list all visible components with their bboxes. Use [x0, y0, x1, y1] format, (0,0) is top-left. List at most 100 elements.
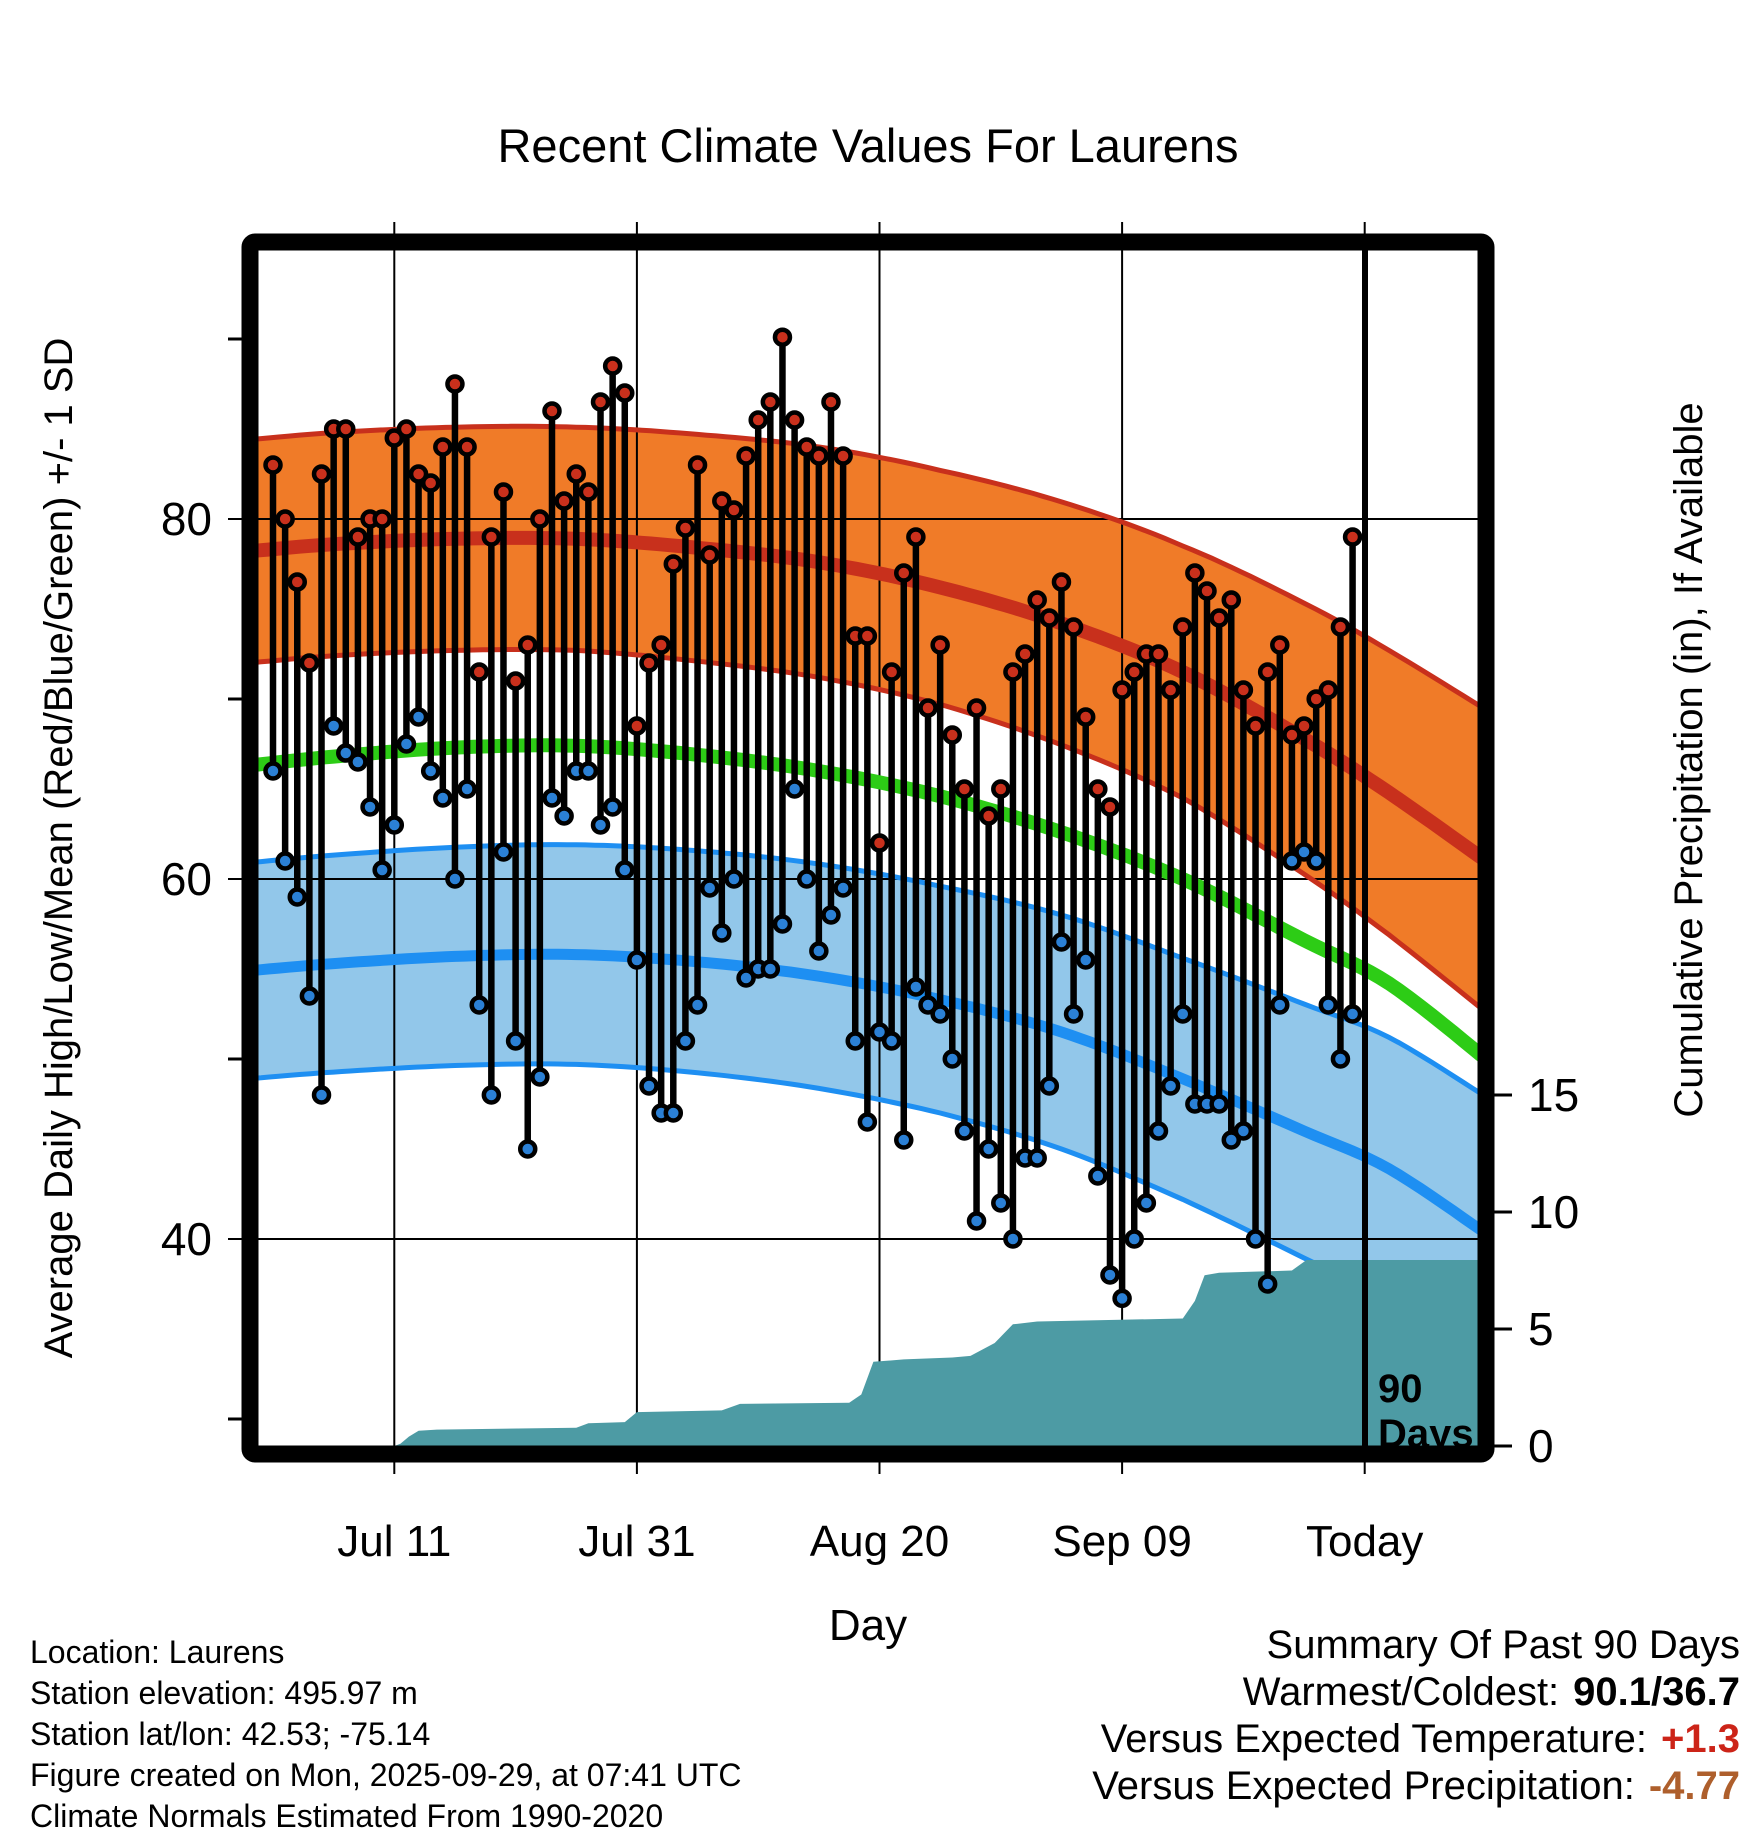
- low-dot-Jul 21: [505, 1031, 526, 1051]
- high-dot-Aug 25: [930, 635, 950, 655]
- high-dot-Sep 25: [1306, 689, 1326, 709]
- high-dot-Aug 27: [954, 779, 975, 799]
- low-dot-Jul 16: [445, 869, 465, 889]
- low-dot-Sep 4: [1051, 932, 1072, 952]
- low-dot-Sep 18: [1221, 1130, 1242, 1150]
- y-right-tick-label-5: 5: [1528, 1303, 1554, 1355]
- high-dot-Jul 28: [590, 392, 611, 412]
- high-dot-Aug 11: [760, 392, 781, 412]
- low-dot-Aug 13: [784, 779, 805, 799]
- high-dot-Jul 11: [384, 428, 405, 448]
- low-dot-Sep 11: [1136, 1193, 1157, 1213]
- low-dot-Jul 30: [615, 860, 635, 880]
- high-dot-Sep 18: [1221, 590, 1242, 610]
- low-dot-Sep 19: [1233, 1121, 1254, 1141]
- y-left-tick-label-80: 80: [161, 493, 212, 545]
- low-dot-Aug 5: [687, 995, 708, 1015]
- low-dot-Aug 19: [857, 1112, 878, 1132]
- low-dot-Jul 15: [433, 788, 453, 808]
- high-dot-Jul 1: [263, 455, 283, 475]
- high-dot-Jul 19: [481, 527, 502, 547]
- high-dot-Aug 22: [894, 563, 914, 583]
- high-dot-Sep 9: [1112, 680, 1132, 700]
- y-right-axis-title: Cumulative Precipitation (in), If Availa…: [1667, 402, 1711, 1117]
- low-dot-Sep 3: [1039, 1076, 1060, 1096]
- high-dot-Sep 2: [1027, 590, 1047, 610]
- low-dot-Sep 8: [1100, 1265, 1120, 1285]
- high-dot-Jul 24: [542, 401, 562, 421]
- summary-warmest-row: Warmest/Coldest: 90.1/36.7: [1092, 1669, 1740, 1716]
- summary-temp-row: Versus Expected Temperature: +1.3: [1092, 1716, 1740, 1763]
- low-dot-Sep 20: [1245, 1229, 1266, 1249]
- low-dot-Aug 31: [1003, 1229, 1023, 1249]
- high-dot-Aug 8: [724, 500, 744, 520]
- low-dot-Aug 29: [978, 1139, 999, 1159]
- low-dot-Jul 28: [590, 815, 611, 835]
- high-dot-Sep 12: [1148, 644, 1169, 664]
- low-dot-Aug 12: [772, 914, 793, 934]
- high-dot-Aug 16: [821, 392, 841, 412]
- station-info-block: Location: Laurens Station elevation: 495…: [30, 1632, 742, 1837]
- low-dot-Jul 25: [554, 806, 574, 826]
- low-dot-Aug 15: [809, 941, 829, 961]
- low-dot-Sep 21: [1257, 1274, 1278, 1294]
- low-dot-Jul 12: [396, 734, 417, 754]
- low-dot-Jul 22: [517, 1139, 538, 1159]
- low-dot-Aug 20: [869, 1022, 890, 1042]
- low-dot-Sep 24: [1294, 842, 1314, 862]
- high-dot-Jul 10: [372, 509, 392, 529]
- low-dot-Sep 23: [1282, 851, 1302, 871]
- low-dot-Jul 1: [263, 761, 283, 781]
- low-dot-Aug 26: [942, 1049, 963, 1069]
- low-dot-Aug 22: [894, 1130, 914, 1150]
- high-dot-Aug 10: [748, 410, 768, 430]
- low-dot-Aug 8: [724, 869, 744, 889]
- figure-created: Figure created on Mon, 2025-09-29, at 07…: [30, 1757, 742, 1793]
- high-dot-Jul 4: [299, 653, 320, 673]
- high-dot-Jul 7: [336, 419, 356, 439]
- high-dot-Jul 22: [517, 635, 538, 655]
- high-dot-Sep 19: [1233, 680, 1254, 700]
- y-left-axis-title: Average Daily High/Low/Mean (Red/Blue/Gr…: [37, 338, 81, 1359]
- low-dot-Jul 10: [372, 860, 392, 880]
- high-dot-Sep 14: [1173, 617, 1193, 637]
- high-dot-Aug 2: [651, 635, 671, 655]
- high-dot-Jul 27: [578, 482, 599, 502]
- station-elevation: Station elevation: 495.97 m: [30, 1675, 418, 1711]
- high-dot-Jul 16: [445, 374, 465, 394]
- high-dot-Sep 15: [1185, 563, 1205, 583]
- y-left-tick-label-40: 40: [161, 1213, 212, 1265]
- low-dot-Sep 14: [1173, 1004, 1193, 1024]
- warmest-label: Warmest/Coldest:: [1242, 1670, 1560, 1714]
- high-dot-Aug 7: [712, 491, 732, 511]
- summary-heading: Summary Of Past 90 Days: [1266, 1623, 1740, 1667]
- low-dot-Aug 24: [918, 995, 938, 1015]
- low-dot-Aug 14: [796, 869, 817, 889]
- summary-block: Summary Of Past 90 Days Warmest/Coldest:…: [1092, 1622, 1740, 1810]
- low-dot-Jul 23: [530, 1067, 550, 1087]
- high-dot-Sep 4: [1051, 572, 1072, 592]
- high-dot-Aug 24: [918, 698, 938, 718]
- low-dot-Aug 1: [639, 1076, 659, 1096]
- vs-temp-label: Versus Expected Temperature:: [1100, 1717, 1648, 1761]
- high-dot-Jul 31: [627, 716, 647, 736]
- high-dot-Jul 21: [505, 671, 526, 691]
- vs-precip-value: -4.77: [1648, 1764, 1740, 1808]
- low-dot-Sep 27: [1330, 1049, 1351, 1069]
- low-dot-Jul 17: [457, 779, 477, 799]
- high-dot-Sep 21: [1257, 662, 1278, 682]
- low-dot-Aug 23: [906, 977, 926, 997]
- high-dot-Jul 26: [566, 464, 586, 484]
- high-dot-Aug 13: [784, 410, 805, 430]
- high-dot-Aug 1: [639, 653, 659, 673]
- warmest-value: 90.1/36.7: [1573, 1670, 1740, 1714]
- high-dot-Aug 26: [942, 725, 963, 745]
- low-dot-Aug 16: [821, 905, 841, 925]
- high-dot-Aug 9: [736, 446, 756, 466]
- station-latlon: Station lat/lon: 42.53; -75.14: [30, 1716, 431, 1752]
- high-dot-Jul 17: [457, 437, 477, 457]
- low-dot-Jul 8: [348, 752, 368, 772]
- daily-range-stems-layer: [263, 327, 1363, 1309]
- low-dot-Jul 20: [493, 842, 514, 862]
